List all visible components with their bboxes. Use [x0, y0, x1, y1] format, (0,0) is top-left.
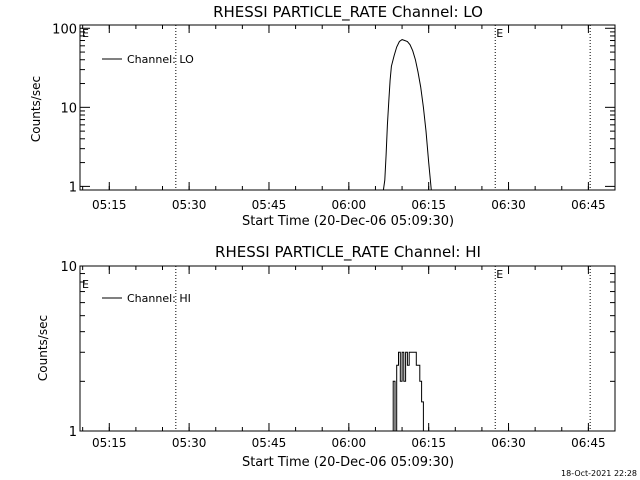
chart-lo-title: RHESSI PARTICLE_RATE Channel: LO: [213, 3, 483, 22]
chart-lo-ytick-label: 1: [69, 180, 77, 195]
chart-hi-corner-label: E: [82, 278, 89, 291]
chart-hi-xtick-label: 06:30: [491, 436, 526, 450]
chart-lo-ytick-label: 10: [60, 101, 77, 116]
chart-hi-xtick-label: 05:15: [92, 436, 127, 450]
footer-timestamp: 18-Oct-2021 22:28: [561, 469, 637, 478]
chart-hi-marker-label: E: [496, 268, 503, 281]
chart-lo-corner-label: E: [82, 27, 89, 40]
chart-lo-xtick-label: 05:30: [172, 198, 207, 212]
chart-lo-xtick-label: 05:15: [92, 198, 127, 212]
chart-lo-series-line: [382, 39, 432, 191]
chart-hi-xtick-label: 06:00: [332, 436, 367, 450]
chart-hi-xtick-label: 05:30: [172, 436, 207, 450]
chart-hi-xtick-label: 05:45: [252, 436, 287, 450]
chart-hi-series-line: [392, 351, 424, 432]
chart-hi-ytick-label: 10: [60, 260, 77, 275]
chart-lo-ytick-label: 100: [52, 22, 77, 37]
chart-lo-xtick-label: 06:00: [332, 198, 367, 212]
chart-lo-xlabel: Start Time (20-Dec-06 05:09:30): [242, 214, 454, 229]
chart-hi-ytick-label: 1: [69, 425, 77, 440]
chart-hi-frame: [79, 265, 616, 432]
chart-lo-ylabel: Counts/sec: [29, 76, 43, 142]
chart-lo-xtick-label: 05:45: [252, 198, 287, 212]
chart-lo-frame: [79, 24, 616, 191]
chart-hi-title: RHESSI PARTICLE_RATE Channel: HI: [215, 243, 481, 262]
chart-lo-xtick-label: 06:15: [411, 198, 446, 212]
chart-hi-xlabel: Start Time (20-Dec-06 05:09:30): [242, 455, 454, 470]
chart-lo-xtick-label: 06:45: [571, 198, 606, 212]
chart-hi-ylabel: Counts/sec: [36, 315, 50, 381]
chart-lo-marker-label: E: [496, 27, 503, 40]
chart-hi-legend-label: Channel: HI: [127, 292, 191, 305]
chart-lo-legend-label: Channel: LO: [127, 53, 194, 66]
chart-lo-xtick-label: 06:30: [491, 198, 526, 212]
chart-hi-xtick-label: 06:45: [571, 436, 606, 450]
chart-hi-xtick-label: 06:15: [411, 436, 446, 450]
